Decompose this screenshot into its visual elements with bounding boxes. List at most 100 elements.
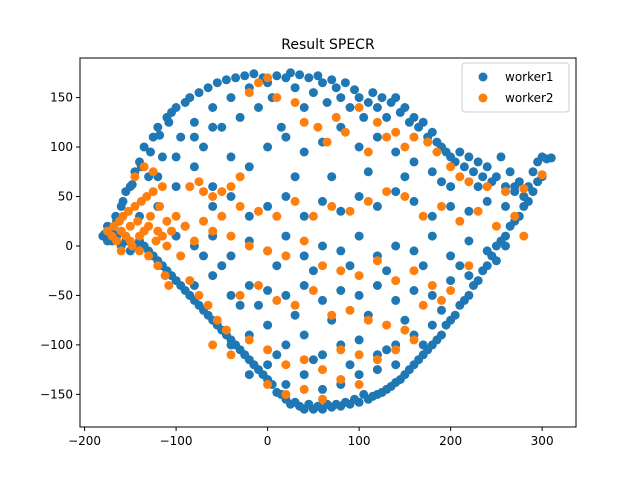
scatter-point-worker1 (368, 88, 378, 98)
scatter-point-worker1 (528, 187, 538, 197)
scatter-point-worker2 (244, 335, 254, 345)
scatter-point-worker1 (226, 290, 236, 300)
scatter-point-worker1 (372, 201, 382, 211)
scatter-point-worker1 (372, 132, 382, 142)
scatter-point-worker1 (533, 177, 543, 187)
scatter-point-worker2 (194, 290, 204, 300)
scatter-point-worker1 (336, 286, 346, 295)
scatter-point-worker2 (437, 201, 446, 211)
axes-layer: −200 −100 0 100 200 300 −150 −100 −50 0 50 100 150 (40, 57, 577, 448)
scatter-point-worker2 (281, 389, 291, 399)
scatter-point-worker2 (180, 221, 190, 231)
scatter-point-worker2 (144, 221, 154, 231)
scatter-point-worker1 (299, 370, 309, 380)
scatter-point-worker1 (354, 290, 364, 300)
scatter-point-worker2 (281, 251, 291, 261)
scatter-point-worker2 (272, 93, 282, 103)
scatter-point-worker1 (226, 192, 236, 201)
scatter-point-worker1 (519, 201, 529, 211)
scatter-point-worker1 (473, 182, 483, 192)
scatter-point-worker2 (199, 216, 208, 226)
scatter-point-worker2 (473, 206, 483, 216)
y-tick-label: 100 (50, 140, 73, 154)
scatter-point-worker1 (354, 142, 364, 152)
scatter-point-worker1 (244, 211, 254, 221)
x-tick-label: −200 (68, 434, 101, 448)
scatter-point-worker2 (400, 325, 410, 335)
scatter-point-worker2 (519, 231, 529, 241)
scatter-point-worker1 (372, 103, 382, 112)
scatter-point-worker1 (505, 221, 515, 231)
scatter-point-worker2 (318, 394, 327, 404)
scatter-point-worker2 (363, 147, 373, 157)
chart-title: Result SPECR (281, 37, 375, 53)
scatter-point-worker1 (464, 271, 474, 281)
scatter-point-worker1 (272, 387, 282, 397)
scatter-point-worker1 (354, 231, 364, 241)
scatter-point-worker2 (217, 187, 227, 197)
scatter-point-worker2 (331, 112, 341, 122)
scatter-point-worker2 (432, 147, 442, 157)
scatter-point-worker1 (409, 112, 419, 122)
scatter-point-worker1 (127, 180, 137, 190)
scatter-point-worker2 (235, 290, 245, 300)
scatter-point-worker1 (418, 261, 428, 271)
scatter-point-worker2 (345, 206, 355, 216)
scatter-point-worker1 (263, 286, 273, 295)
scatter-point-worker2 (162, 216, 172, 226)
scatter-point-worker2 (135, 246, 144, 256)
scatter-point-worker2 (409, 335, 419, 345)
scatter-point-worker1 (208, 201, 218, 211)
scatter-point-worker1 (473, 157, 483, 167)
scatter-point-worker1 (240, 71, 250, 81)
scatter-point-worker1 (327, 172, 337, 182)
scatter-point-worker2 (208, 340, 218, 350)
scatter-point-worker1 (235, 300, 245, 310)
scatter-point-worker2 (372, 117, 382, 127)
scatter-point-worker1 (318, 241, 327, 251)
scatter-point-worker1 (263, 201, 273, 211)
scatter-point-worker1 (382, 266, 392, 276)
scatter-point-worker1 (469, 281, 478, 290)
scatter-point-worker2 (455, 172, 465, 182)
scatter-point-worker2 (217, 211, 227, 221)
scatter-point-worker1 (263, 320, 273, 330)
scatter-point-worker1 (322, 98, 332, 107)
scatter-point-worker2 (244, 88, 254, 98)
scatter-point-worker2 (455, 216, 465, 226)
scatter-point-worker1 (212, 78, 222, 88)
scatter-point-worker2 (116, 246, 126, 256)
scatter-point-worker1 (281, 192, 291, 201)
y-tick-label: −100 (40, 338, 73, 352)
scatter-point-worker2 (144, 251, 154, 261)
scatter-point-worker1 (208, 122, 218, 132)
scatter-point-worker1 (171, 182, 181, 192)
scatter-point-worker2 (308, 211, 318, 221)
scatter-point-worker2 (290, 196, 300, 206)
scatter-point-worker1 (409, 196, 419, 206)
scatter-point-worker1 (427, 127, 437, 137)
scatter-point-worker1 (290, 172, 300, 182)
scatter-point-worker1 (254, 300, 263, 310)
scatter-point-worker2 (226, 350, 236, 360)
scatter-point-worker1 (418, 117, 428, 127)
scatter-point-worker1 (254, 103, 263, 112)
series-worker1 (98, 68, 556, 414)
scatter-point-worker1 (327, 75, 337, 85)
scatter-point-worker1 (455, 300, 465, 310)
scatter-point-worker2 (254, 206, 263, 216)
scatter-point-worker2 (464, 261, 474, 271)
scatter-point-worker1 (427, 320, 437, 330)
scatter-point-worker2 (263, 73, 273, 83)
scatter-point-worker1 (350, 85, 359, 95)
scatter-point-worker2 (135, 231, 144, 241)
scatter-point-worker1 (491, 241, 501, 251)
scatter-point-worker1 (290, 310, 300, 320)
scatter-point-worker1 (203, 83, 213, 93)
scatter-point-worker1 (427, 167, 437, 177)
scatter-point-worker2 (185, 276, 195, 286)
scatter-point-worker1 (400, 172, 410, 182)
scatter-point-worker1 (427, 231, 437, 241)
scatter-point-worker1 (318, 295, 327, 305)
series-layer (98, 68, 556, 414)
